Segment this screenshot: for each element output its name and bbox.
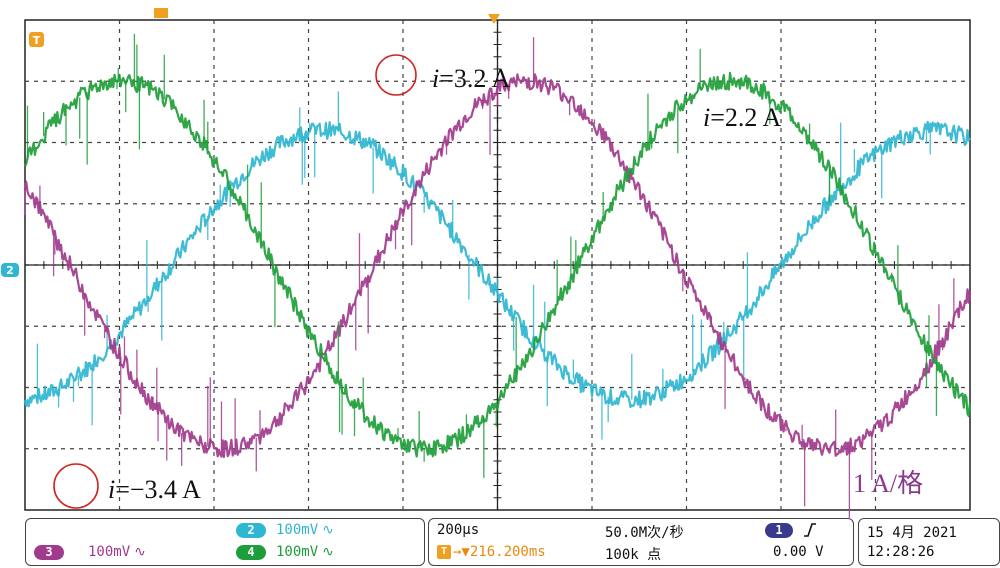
ch4-coupling-icon: ∿ (322, 544, 334, 560)
channel-status-panel: 2 100mV ∿ 3 100mV ∿ 4 100mV ∿ (25, 518, 425, 566)
ch2-coupling-icon: ∿ (322, 522, 334, 538)
trigger-arrow-icon: →▼ (453, 544, 470, 560)
time: 12:28:26 (867, 544, 935, 560)
ch3-badge: 3 (34, 544, 64, 560)
ch2-badge: 2 (236, 522, 266, 538)
annotations: i=3.2 A i=2.2 A i=−3.4 A 1 A/格 (53, 54, 923, 509)
trigger-icon: T (437, 545, 451, 559)
annotation-label: i=−3.4 A (108, 475, 201, 504)
sample-rate: 50.0M次/秒 (605, 525, 684, 541)
top-marker-icon (154, 8, 168, 18)
timebase: 200µs (437, 522, 480, 538)
markers: T2 (1, 8, 500, 277)
series-2-line (23, 73, 972, 459)
trigger-position-icon (488, 14, 500, 24)
ch3-scale: 100mV (88, 544, 131, 560)
trigger-level: 0.00 V (773, 544, 824, 560)
datetime-panel: 15 4月 2021 12:28:26 (858, 518, 1000, 566)
series-3-line (24, 71, 972, 458)
date: 15 4月 2021 (867, 525, 957, 541)
trigger-marker-icon (29, 32, 44, 47)
ch2-ground-marker-label: 2 (6, 264, 14, 277)
ch2-scale: 100mV (276, 522, 319, 538)
trigger-pos-value: 216.200ms (469, 544, 546, 560)
timebase-panel[interactable]: 200µs 50.0M次/秒 T →▼ 216.200ms 100k 点 1 0… (428, 518, 854, 566)
annotation-label: i=2.2 A (703, 103, 781, 132)
series-3-group (24, 33, 972, 478)
rising-edge-icon (804, 523, 816, 537)
annotation-label: i=3.2 A (432, 64, 510, 93)
ch3-status[interactable]: 3 100mV ∿ (34, 544, 146, 560)
ch2-ground-marker-icon (1, 263, 19, 277)
trigger-position: T →▼ 216.200ms (437, 544, 546, 560)
ch4-status[interactable]: 4 100mV ∿ (236, 544, 334, 560)
trigger-channel-badge: 1 (765, 522, 793, 538)
series-2-group (23, 37, 972, 518)
scale-label: 1 A/格 (853, 469, 923, 498)
ch2-status[interactable]: 2 100mV ∿ (236, 522, 334, 538)
annotation-circle (53, 463, 99, 509)
annotation-circle (375, 54, 417, 96)
trigger-marker-label: T (33, 34, 41, 47)
trigger-source[interactable]: 1 (765, 522, 817, 538)
record-points: 100k 点 (605, 547, 662, 563)
ch4-badge: 4 (236, 544, 266, 560)
ch4-scale: 100mV (276, 544, 319, 560)
traces (23, 33, 972, 518)
ch3-coupling-icon: ∿ (134, 544, 146, 560)
grid (24, 19, 971, 511)
